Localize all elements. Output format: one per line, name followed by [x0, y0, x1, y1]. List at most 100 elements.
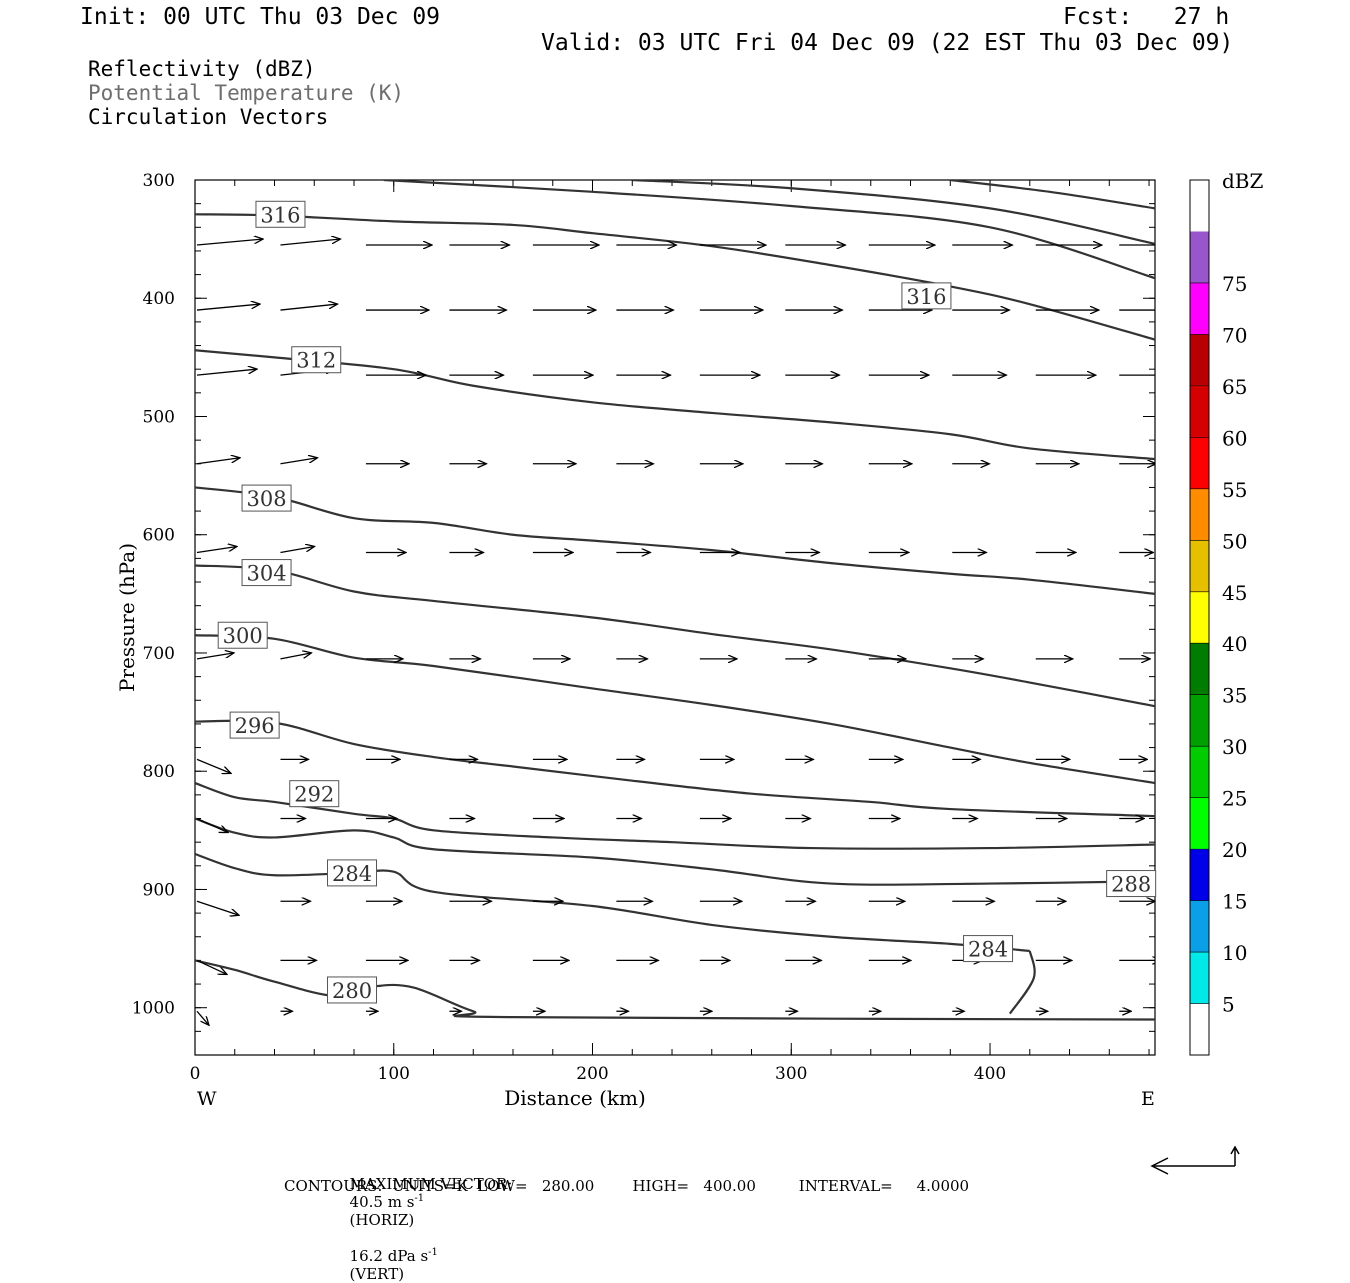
contour-label-box	[327, 976, 378, 1004]
contour-label-box	[241, 559, 292, 587]
isentrope-line	[195, 634, 1155, 785]
y-tick-label: 1000	[132, 999, 175, 1019]
isentrope-line	[195, 349, 1155, 461]
contour-label: 284	[968, 938, 1008, 962]
horiz-exponent: -1	[414, 1193, 425, 1204]
isentrope-line	[195, 782, 1155, 850]
isentrope-line	[632, 180, 1155, 245]
x-tick-label: 200	[576, 1064, 608, 1084]
legend-circulation-vectors: Circulation Vectors	[88, 105, 329, 129]
horiz-tag: (HORIZ)	[349, 1211, 415, 1229]
x-east-label: E	[1141, 1088, 1155, 1110]
circulation-vector	[280, 653, 311, 660]
colorbar-frame	[1189, 179, 1210, 1056]
colorbar-segment	[1190, 488, 1209, 541]
contour-label: 308	[247, 487, 287, 511]
circulation-vector	[196, 239, 263, 246]
contour-label: 300	[223, 624, 263, 648]
x-tick-label: 400	[974, 1064, 1006, 1084]
colorbar-level-label: 15	[1222, 890, 1247, 914]
isentrope-line	[195, 213, 1155, 341]
colorbar-segment	[1190, 591, 1209, 644]
horiz-max-value: 40.5 m s	[349, 1193, 415, 1211]
contour-label: 304	[247, 562, 287, 586]
colorbar-segment	[1190, 849, 1209, 901]
y-tick-label: 300	[143, 171, 175, 191]
x-tick-label: 100	[378, 1064, 410, 1084]
forecast-hour: Fcst: 27 h	[1063, 4, 1230, 30]
contour-label: 292	[294, 783, 334, 807]
colorbar-segment	[1190, 180, 1209, 232]
colorbar-segment	[1190, 540, 1209, 592]
isentrope-line	[195, 564, 1155, 708]
contour-label-box	[327, 859, 378, 887]
x-tick-label: 300	[775, 1064, 807, 1084]
circulation-vector	[280, 239, 340, 246]
isentrope-line	[195, 486, 1155, 595]
x-tick-label: 0	[190, 1064, 201, 1084]
valid-time: Valid: 03 UTC Fri 04 Dec 09 (22 EST Thu …	[541, 30, 1234, 56]
colorbar-level-label: 75	[1222, 272, 1247, 296]
colorbar-level-label: 25	[1222, 787, 1247, 811]
isentrope-line	[1008, 950, 1036, 1015]
contour-label: 312	[296, 349, 336, 373]
init-time: Init: 00 UTC Thu 03 Dec 09	[80, 4, 441, 30]
circulation-vector	[196, 546, 237, 554]
contour-info: CONTOURS: UNITS=K LOW= 280.00 HIGH= 400.…	[284, 1177, 970, 1195]
contour-label: 288	[1111, 873, 1151, 897]
colorbar-level-label: 40	[1222, 632, 1247, 656]
vert-tag: (VERT)	[349, 1265, 405, 1283]
colorbar-level-label: 10	[1222, 941, 1247, 965]
circulation-vector	[196, 900, 239, 915]
colorbar-level-label: 65	[1222, 375, 1247, 399]
colorbar-segment	[1190, 1003, 1209, 1055]
colorbar-segment	[1190, 437, 1209, 489]
vector-group	[196, 239, 1155, 1025]
circulation-vector	[196, 817, 228, 833]
vert-max-value: 16.2 dPa s	[349, 1247, 429, 1265]
colorbar-level-label: 45	[1222, 581, 1247, 605]
circulation-vector	[196, 458, 240, 465]
contour-label: 316	[906, 285, 946, 309]
colorbar-segment	[1190, 746, 1209, 798]
colorbar-title: dBZ	[1222, 169, 1264, 193]
colorbar-segment	[1190, 334, 1209, 386]
circulation-vector	[196, 304, 260, 311]
colorbar-level-label: 20	[1222, 838, 1247, 862]
contour-label-box	[241, 484, 292, 512]
contour-group	[195, 180, 1155, 1021]
colorbar-level-label: 35	[1222, 684, 1247, 708]
isentrope-line	[195, 719, 1155, 818]
colorbar-level-label: 55	[1222, 478, 1247, 502]
contour-label: 284	[332, 862, 372, 886]
contour-label-box	[217, 621, 268, 649]
colorbar-level-label: 70	[1222, 323, 1247, 347]
colorbar-segment	[1190, 900, 1209, 953]
colorbar-segment	[1190, 694, 1209, 747]
x-west-label: W	[197, 1088, 217, 1110]
colorbar-segment	[1190, 231, 1209, 283]
cross-section-chart: 0 100 200 300 400 300 400 500 600 700 800 900 1000 W E…	[115, 169, 1264, 1175]
circulation-vector	[196, 369, 257, 376]
reference-vector-head	[1150, 1157, 1169, 1175]
contour-label-box	[963, 935, 1014, 963]
y-axis-label: Pressure (hPa)	[115, 543, 139, 692]
circulation-vector	[196, 758, 231, 773]
colorbar-level-label: 30	[1222, 735, 1247, 759]
contour-label: 280	[332, 979, 372, 1003]
colorbar-level-label: 50	[1222, 529, 1247, 553]
y-tick-label: 900	[143, 880, 175, 900]
plot-frame	[194, 179, 1156, 1056]
circulation-vector	[196, 653, 234, 660]
y-tick-label: 700	[143, 644, 175, 664]
y-tick-label: 600	[143, 526, 175, 546]
colorbar-segment	[1190, 385, 1209, 438]
contour-label-box	[255, 200, 306, 228]
contour-label-box	[901, 282, 952, 310]
circulation-vector	[280, 304, 337, 311]
legend-reflectivity: Reflectivity (dBZ)	[88, 57, 316, 81]
legend-potential-temperature: Potential Temperature (K)	[88, 81, 405, 105]
isentrope-line	[195, 817, 1155, 886]
vert-exponent: -1	[428, 1247, 438, 1258]
circulation-vector	[196, 1010, 209, 1025]
